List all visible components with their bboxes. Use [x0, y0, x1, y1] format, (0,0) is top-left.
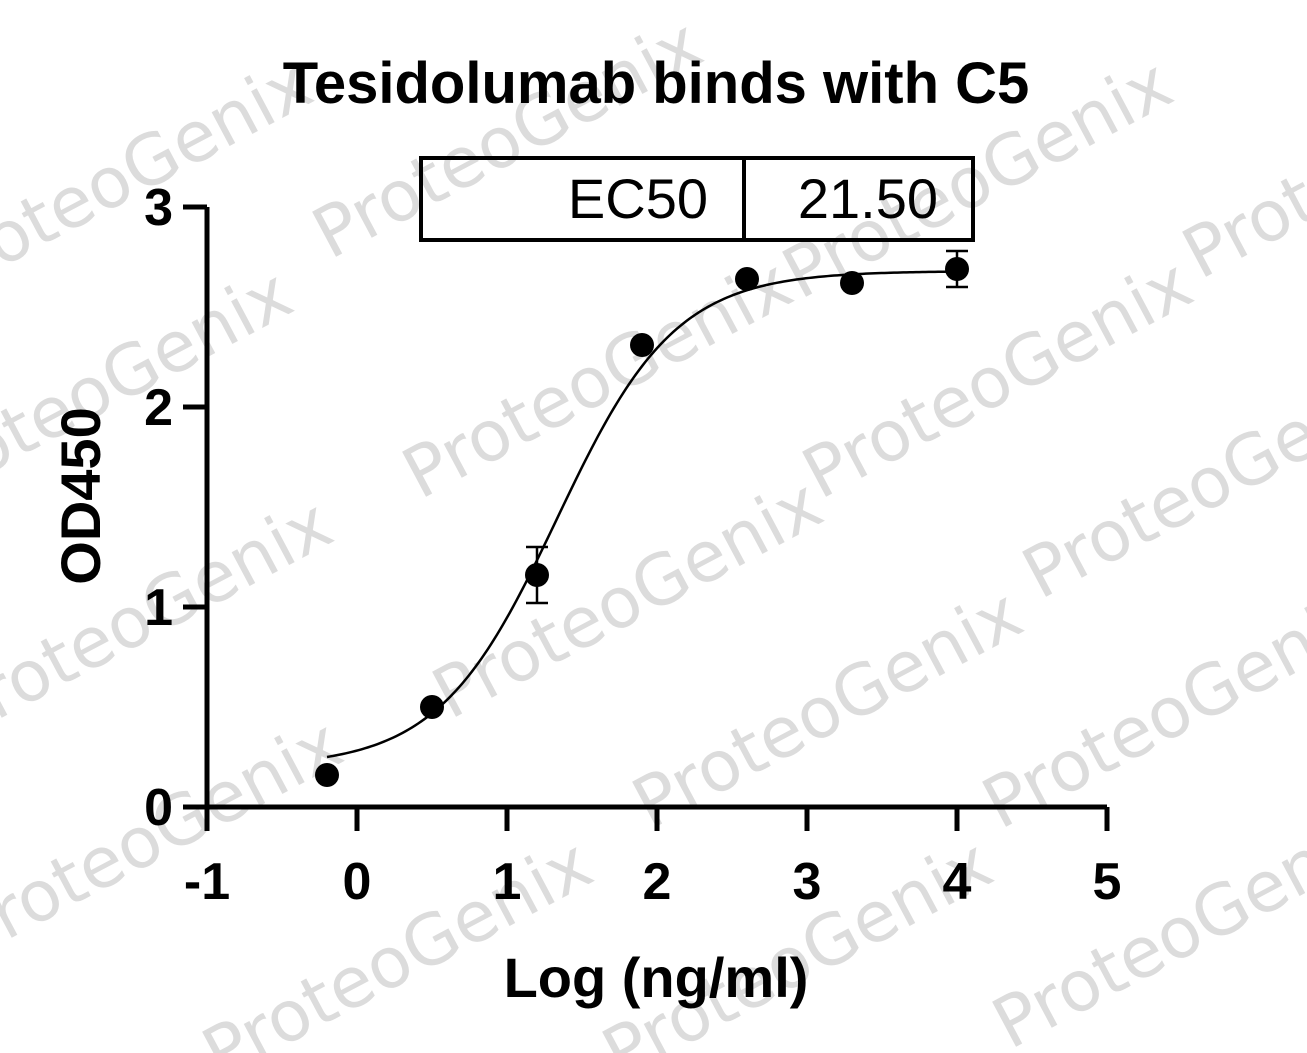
x-tick-label: 1: [493, 853, 522, 911]
axes: [204, 207, 1107, 810]
watermark-text: ProteoGenix: [299, 2, 714, 275]
x-tick-label: 2: [643, 853, 672, 911]
ec50-value: 21.50: [798, 167, 938, 230]
y-tick-label: 2: [144, 379, 173, 437]
data-point: [630, 333, 654, 357]
x-tick-label: -1: [184, 853, 230, 911]
data-point: [315, 763, 339, 787]
y-axis-label: OD450: [49, 407, 112, 584]
watermark-text: ProteoGenix: [969, 572, 1307, 845]
data-point: [735, 267, 759, 291]
data-point: [840, 271, 864, 295]
data-point: [525, 563, 549, 587]
chart-title: Tesidolumab binds with C5: [283, 51, 1030, 116]
x-tick-label: 3: [793, 853, 822, 911]
ec50-label: EC50: [568, 167, 708, 230]
x-axis-label: Log (ng/ml): [504, 946, 809, 1009]
data-point: [945, 257, 969, 281]
y-tick-label: 0: [144, 779, 173, 837]
y-tick-label: 3: [144, 179, 173, 237]
watermark-text: ProteoGenix: [0, 702, 355, 975]
x-tick-label: 4: [943, 853, 972, 911]
x-tick-label: 5: [1093, 853, 1122, 911]
data-point: [420, 695, 444, 719]
ec50-table: EC50 21.50: [419, 156, 975, 242]
data-points: [315, 249, 969, 787]
watermark-text: ProteoGenix: [1169, 22, 1307, 295]
ec50-table-border: [419, 156, 975, 242]
watermark-text: ProteoGenix: [189, 822, 604, 1053]
y-tick-label: 1: [144, 579, 173, 637]
x-tick-label: 0: [343, 853, 372, 911]
